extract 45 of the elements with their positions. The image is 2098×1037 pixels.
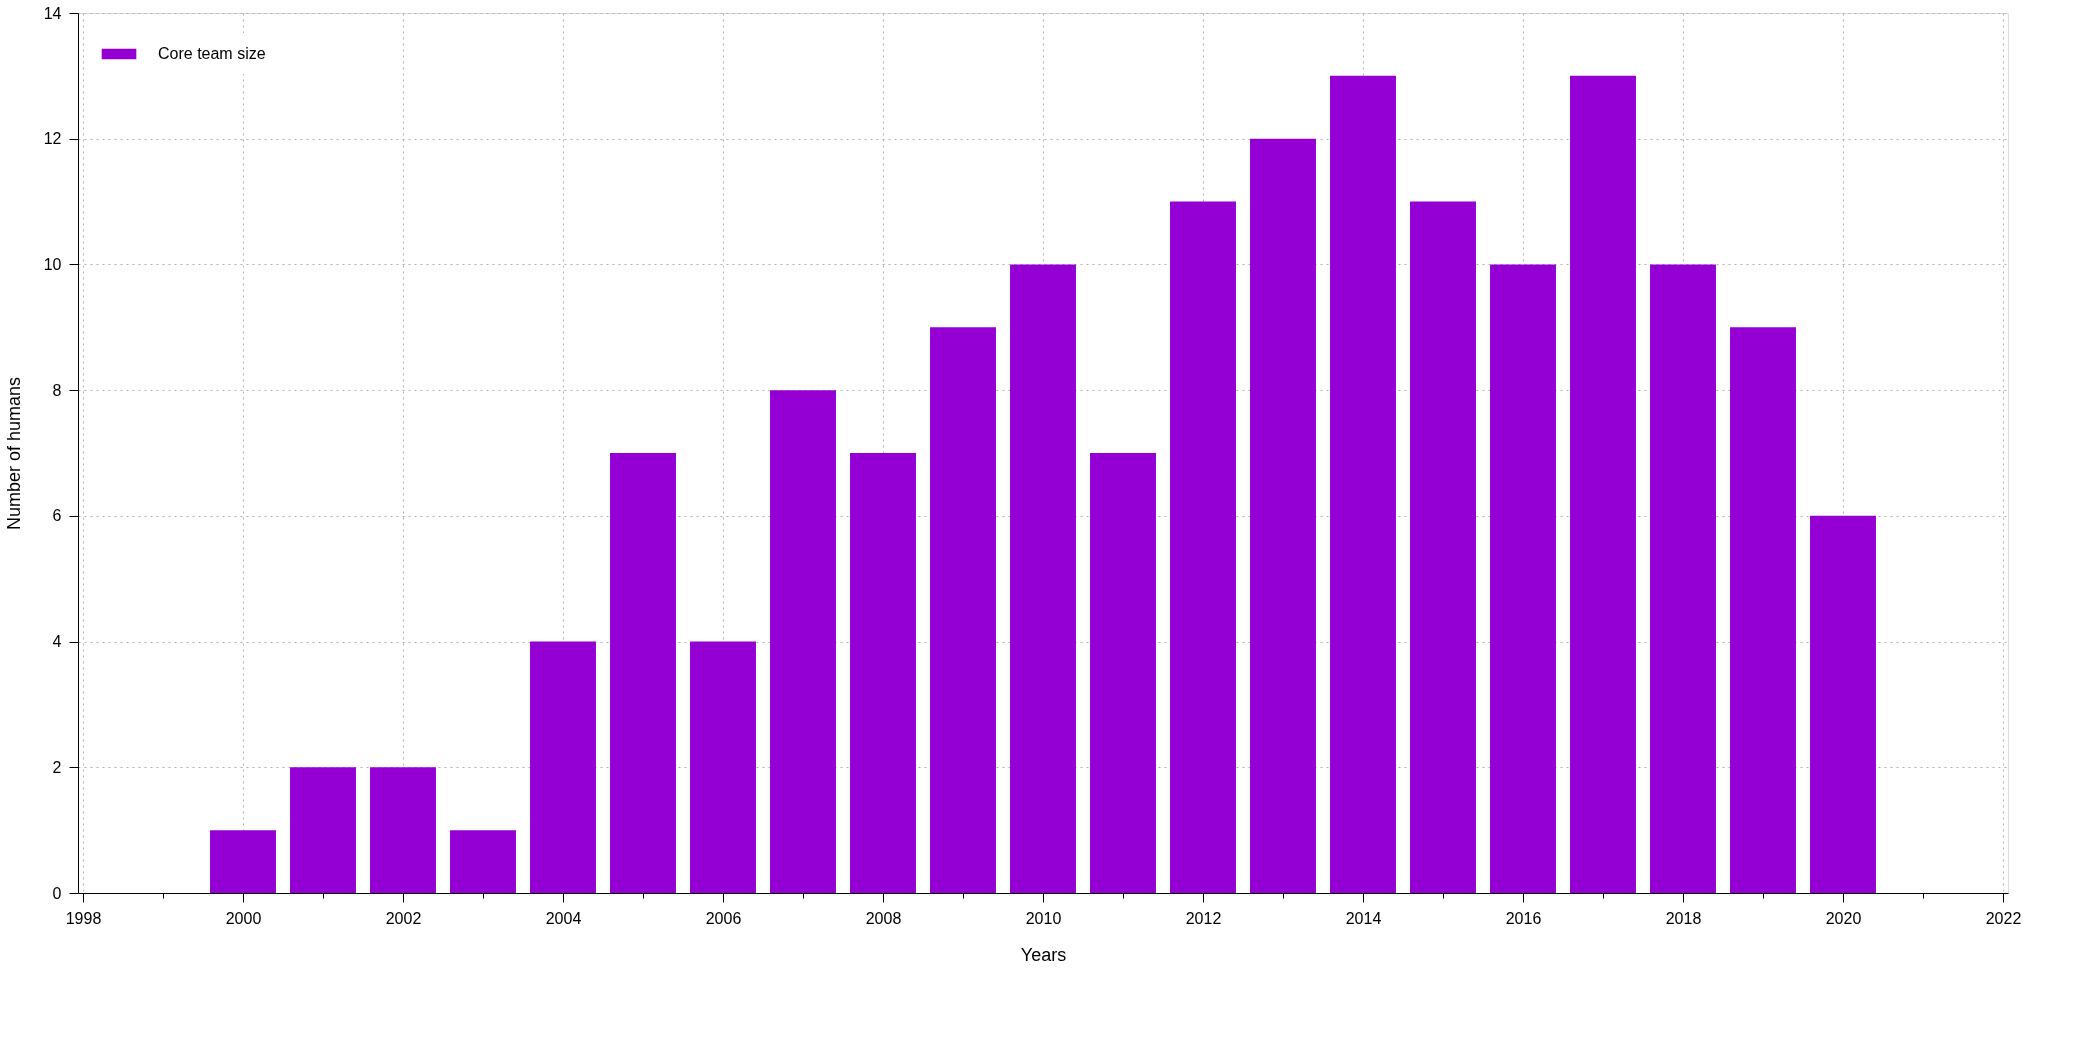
y-tick-label: 4 — [52, 633, 62, 651]
x-tick-label: 2014 — [1345, 909, 1382, 927]
x-tick-label: 2022 — [1985, 909, 2022, 927]
bar — [1730, 327, 1796, 893]
bar — [450, 830, 516, 893]
bar — [690, 641, 756, 893]
x-tick-label: 2004 — [545, 909, 582, 927]
x-tick-label: 2016 — [1505, 909, 1542, 927]
x-tick-label: 2018 — [1665, 909, 1702, 927]
x-axis-title: Years — [1020, 944, 1067, 965]
bar — [1330, 75, 1396, 893]
x-tick-label: 2012 — [1185, 909, 1222, 927]
bar — [1010, 264, 1076, 893]
x-tick-label: 1998 — [65, 909, 102, 927]
legend-label: Core team size — [158, 45, 266, 62]
y-tick-label: 6 — [52, 507, 62, 525]
bar — [1410, 201, 1476, 893]
x-tick-label: 2002 — [385, 909, 422, 927]
x-tick-label: 2020 — [1825, 909, 1862, 927]
bar — [1570, 75, 1636, 893]
y-tick-label: 10 — [43, 255, 62, 273]
bar — [1250, 138, 1316, 893]
bar — [850, 453, 916, 893]
x-tick-label: 2010 — [1025, 909, 1062, 927]
bar — [530, 641, 596, 893]
x-tick-label: 2006 — [705, 909, 742, 927]
bar — [770, 390, 836, 893]
bar — [210, 830, 276, 893]
x-tick-label: 2000 — [225, 909, 262, 927]
bar — [1810, 515, 1876, 893]
bar — [1650, 264, 1716, 893]
bar — [1090, 453, 1156, 893]
y-axis-title: Number of humans — [3, 376, 24, 531]
bar — [370, 767, 436, 893]
bar — [930, 327, 996, 893]
bar — [290, 767, 356, 893]
y-tick-label: 2 — [52, 758, 62, 776]
y-tick-label: 8 — [52, 381, 62, 399]
x-tick-label: 2008 — [865, 909, 902, 927]
bar — [610, 453, 676, 893]
bar — [1490, 264, 1556, 893]
y-tick-label: 12 — [43, 130, 62, 148]
y-tick-label: 14 — [43, 4, 62, 22]
y-tick-label: 0 — [52, 884, 62, 902]
bar — [1170, 201, 1236, 893]
